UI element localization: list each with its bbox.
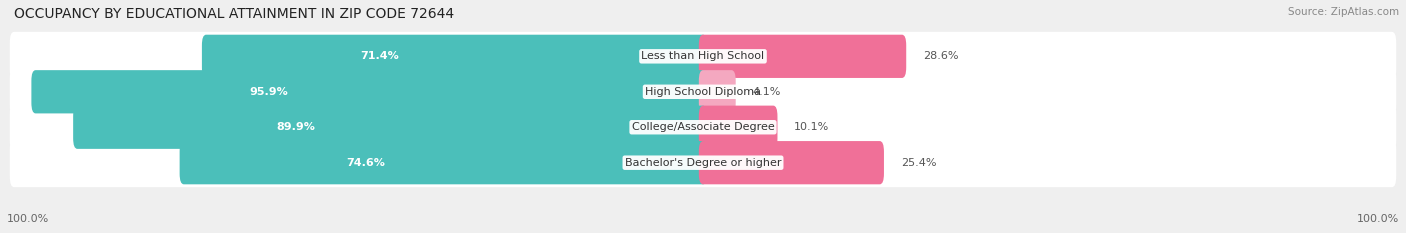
Text: Source: ZipAtlas.com: Source: ZipAtlas.com bbox=[1288, 7, 1399, 17]
FancyBboxPatch shape bbox=[10, 32, 1396, 81]
Text: OCCUPANCY BY EDUCATIONAL ATTAINMENT IN ZIP CODE 72644: OCCUPANCY BY EDUCATIONAL ATTAINMENT IN Z… bbox=[14, 7, 454, 21]
Text: 74.6%: 74.6% bbox=[346, 158, 385, 168]
Text: 4.1%: 4.1% bbox=[752, 87, 780, 97]
FancyBboxPatch shape bbox=[699, 35, 907, 78]
Text: Less than High School: Less than High School bbox=[641, 51, 765, 61]
Text: 89.9%: 89.9% bbox=[277, 122, 316, 132]
Text: Bachelor's Degree or higher: Bachelor's Degree or higher bbox=[624, 158, 782, 168]
Text: 71.4%: 71.4% bbox=[360, 51, 399, 61]
FancyBboxPatch shape bbox=[73, 106, 707, 149]
Text: 25.4%: 25.4% bbox=[901, 158, 936, 168]
FancyBboxPatch shape bbox=[202, 35, 707, 78]
Text: 95.9%: 95.9% bbox=[250, 87, 288, 97]
FancyBboxPatch shape bbox=[10, 67, 1396, 116]
Text: High School Diploma: High School Diploma bbox=[645, 87, 761, 97]
Text: College/Associate Degree: College/Associate Degree bbox=[631, 122, 775, 132]
FancyBboxPatch shape bbox=[699, 70, 735, 113]
FancyBboxPatch shape bbox=[699, 141, 884, 184]
Text: 28.6%: 28.6% bbox=[922, 51, 959, 61]
FancyBboxPatch shape bbox=[699, 106, 778, 149]
Text: 10.1%: 10.1% bbox=[794, 122, 830, 132]
Text: 100.0%: 100.0% bbox=[1357, 214, 1399, 224]
FancyBboxPatch shape bbox=[180, 141, 707, 184]
FancyBboxPatch shape bbox=[31, 70, 707, 113]
FancyBboxPatch shape bbox=[10, 103, 1396, 152]
FancyBboxPatch shape bbox=[10, 138, 1396, 187]
Text: 100.0%: 100.0% bbox=[7, 214, 49, 224]
